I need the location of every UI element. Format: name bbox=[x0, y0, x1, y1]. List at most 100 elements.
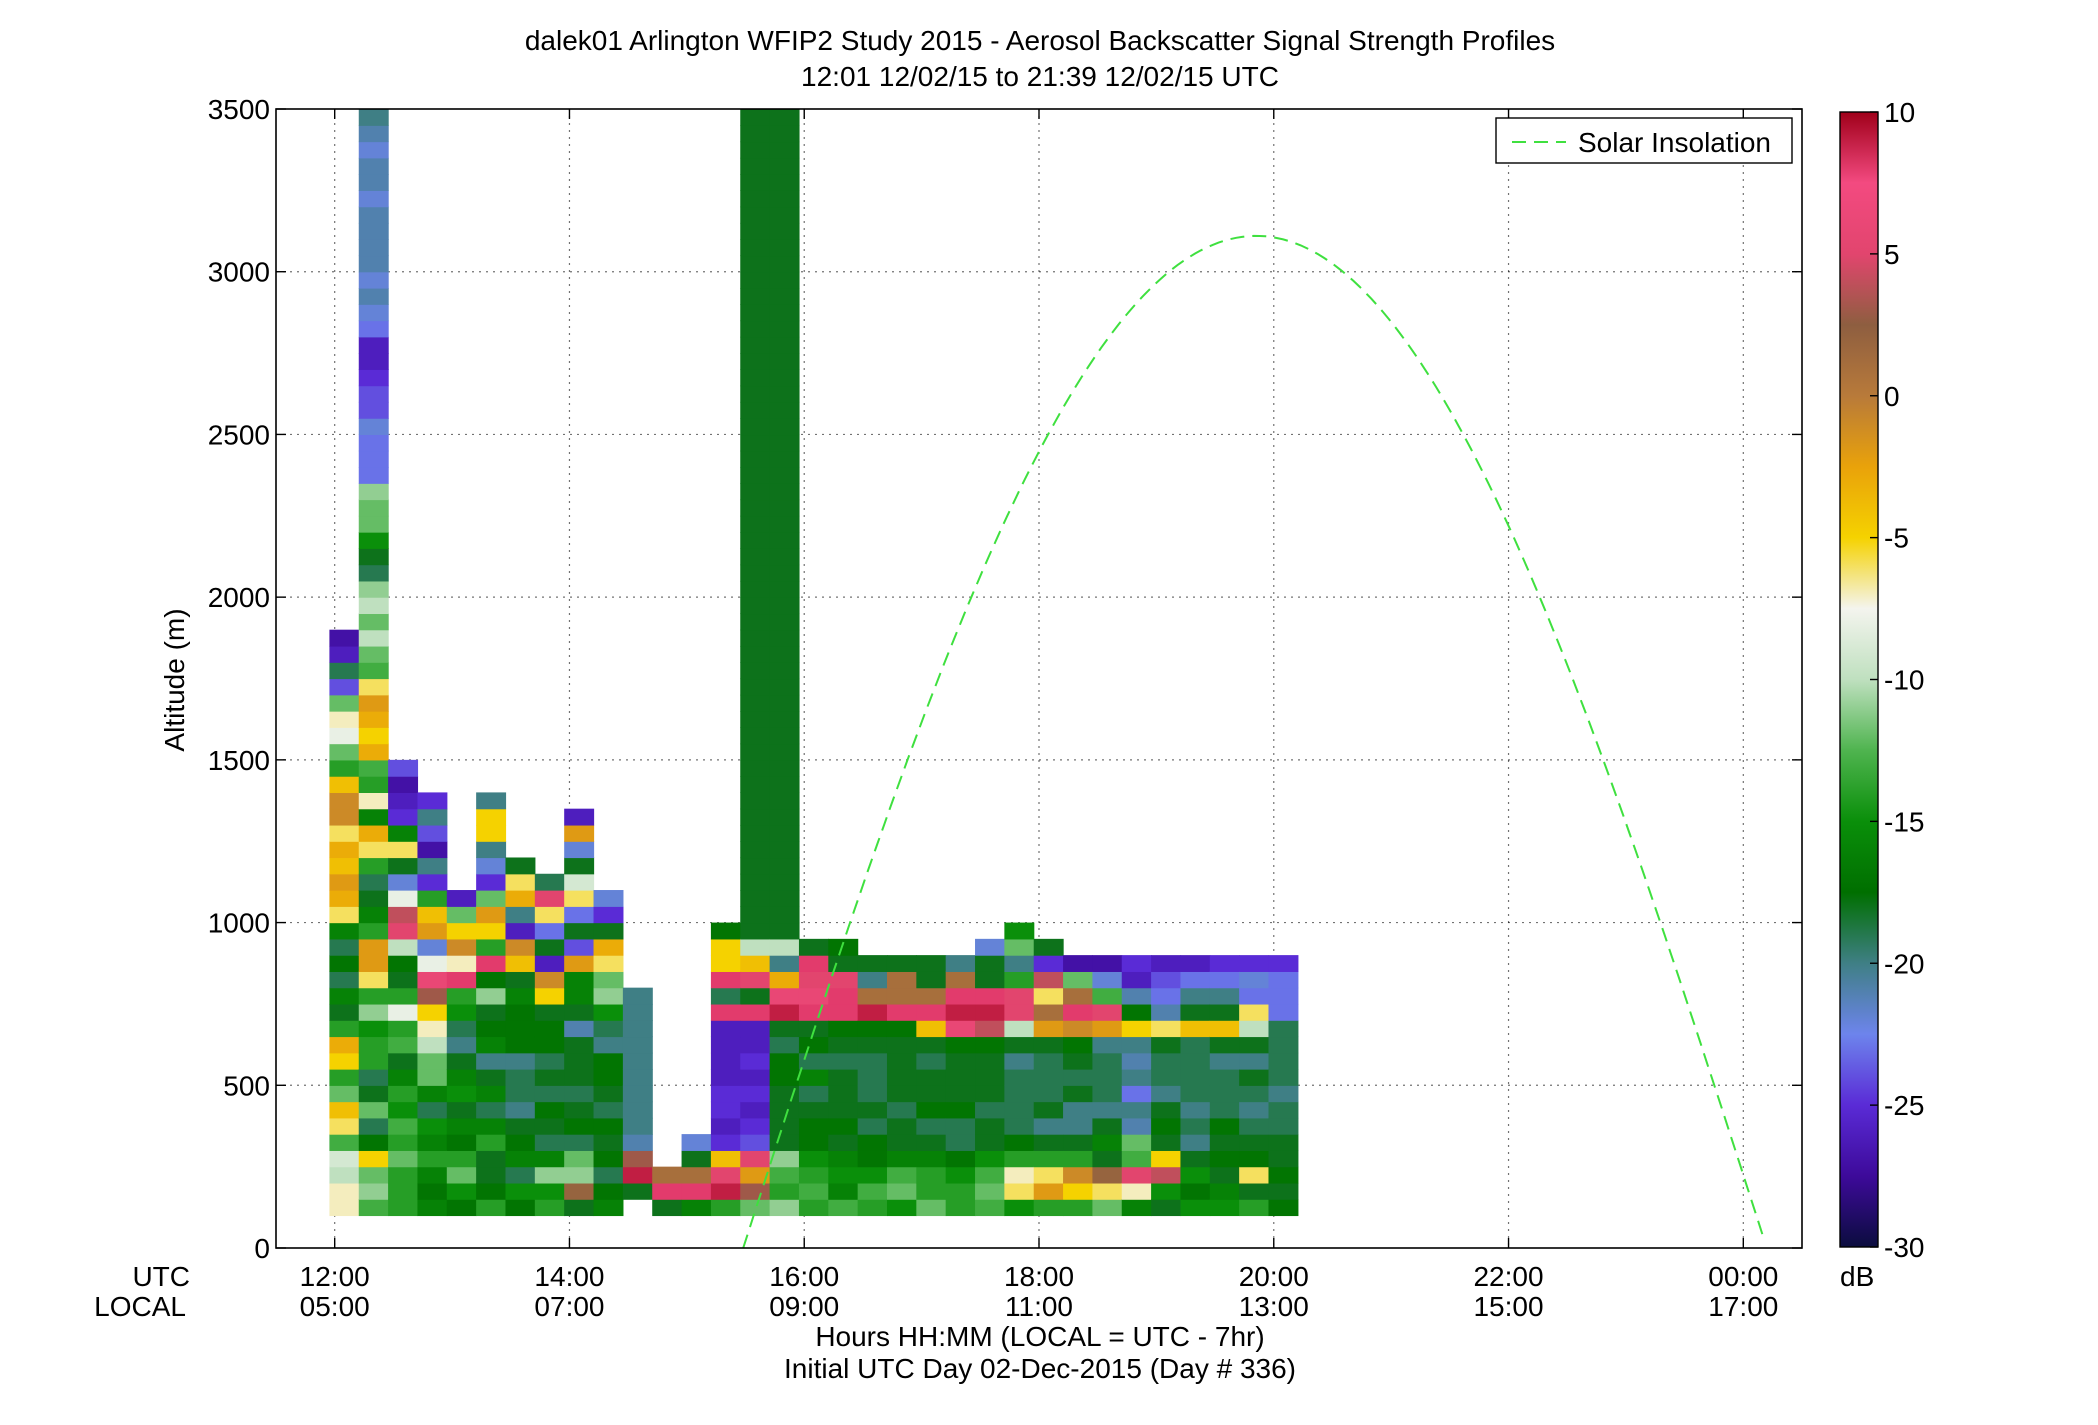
backscatter-cell bbox=[358, 125, 389, 143]
backscatter-cell bbox=[1239, 987, 1270, 1005]
backscatter-cell bbox=[769, 548, 800, 566]
backscatter-cell bbox=[1004, 938, 1035, 956]
backscatter-cell bbox=[886, 1036, 917, 1054]
colorbar-unit-label: dB bbox=[1840, 1261, 1874, 1292]
backscatter-cell bbox=[1180, 1182, 1211, 1200]
backscatter-cell bbox=[593, 955, 624, 972]
backscatter-cell bbox=[593, 1117, 624, 1135]
y-axis-ticks: 3500 3000 2500 2000 1500 1000 500 0 bbox=[208, 94, 1802, 1264]
backscatter-cell bbox=[710, 1052, 741, 1070]
backscatter-cell bbox=[740, 271, 771, 289]
backscatter-cell bbox=[769, 694, 800, 712]
backscatter-cell bbox=[769, 841, 800, 859]
backscatter-cell bbox=[1092, 971, 1123, 989]
backscatter-cell bbox=[417, 938, 448, 956]
backscatter-cell bbox=[1121, 1101, 1152, 1119]
backscatter-cell bbox=[769, 1150, 800, 1168]
backscatter-cell bbox=[388, 873, 419, 891]
backscatter-cell bbox=[769, 271, 800, 289]
backscatter-cell bbox=[1063, 1101, 1094, 1119]
backscatter-cell bbox=[769, 629, 800, 647]
backscatter-cell bbox=[828, 938, 859, 956]
backscatter-cell bbox=[593, 1085, 624, 1103]
backscatter-cell bbox=[1239, 955, 1270, 972]
backscatter-cell bbox=[769, 597, 800, 615]
backscatter-cell bbox=[828, 987, 859, 1005]
backscatter-cell bbox=[975, 1150, 1005, 1168]
backscatter-cell bbox=[388, 955, 419, 972]
backscatter-cell bbox=[476, 1199, 507, 1217]
backscatter-cell bbox=[1209, 1003, 1240, 1021]
backscatter-cell bbox=[769, 369, 800, 387]
backscatter-cell bbox=[1209, 1166, 1240, 1184]
colorbar-tick-label: -25 bbox=[1884, 1090, 1924, 1121]
backscatter-cell bbox=[769, 759, 800, 777]
backscatter-cell bbox=[857, 1101, 888, 1119]
backscatter-cell bbox=[417, 1199, 448, 1217]
backscatter-cell bbox=[505, 938, 536, 956]
backscatter-cell bbox=[358, 385, 389, 403]
backscatter-cell bbox=[1004, 1069, 1035, 1086]
backscatter-cell bbox=[740, 1182, 771, 1200]
backscatter-cell bbox=[476, 857, 507, 875]
backscatter-cell bbox=[446, 955, 477, 972]
backscatter-cell bbox=[388, 1085, 419, 1103]
backscatter-cell bbox=[740, 515, 771, 533]
backscatter-cell bbox=[505, 1085, 536, 1103]
backscatter-cell bbox=[564, 873, 595, 891]
backscatter-cell bbox=[358, 890, 389, 907]
backscatter-cell bbox=[622, 1101, 653, 1119]
backscatter-cell bbox=[681, 1182, 712, 1200]
backscatter-cell bbox=[446, 1134, 477, 1151]
backscatter-cell bbox=[945, 1182, 976, 1200]
backscatter-cell bbox=[886, 1020, 917, 1038]
backscatter-cell bbox=[975, 1182, 1005, 1200]
backscatter-cell bbox=[1121, 1182, 1152, 1200]
backscatter-cell bbox=[1121, 1166, 1152, 1184]
backscatter-cell bbox=[857, 1150, 888, 1168]
colorbar-tick-label: 5 bbox=[1884, 239, 1900, 270]
backscatter-cell bbox=[740, 1052, 771, 1070]
backscatter-cell bbox=[1180, 987, 1211, 1005]
backscatter-cell bbox=[740, 1036, 771, 1054]
backscatter-cell bbox=[1063, 1199, 1094, 1217]
backscatter-cell bbox=[886, 987, 917, 1005]
x-tick-label-utc: 16:00 bbox=[769, 1261, 839, 1292]
x-tick-label-utc: 00:00 bbox=[1708, 1261, 1778, 1292]
backscatter-cell bbox=[388, 987, 419, 1005]
backscatter-cell bbox=[740, 385, 771, 403]
backscatter-cell bbox=[1239, 1150, 1270, 1168]
backscatter-cell bbox=[710, 1036, 741, 1054]
backscatter-cell bbox=[1033, 1101, 1064, 1119]
backscatter-cell bbox=[1239, 1052, 1270, 1070]
backscatter-cell bbox=[1180, 1117, 1211, 1135]
backscatter-cell bbox=[505, 1101, 536, 1119]
backscatter-cell bbox=[358, 711, 389, 728]
backscatter-cell bbox=[769, 987, 800, 1005]
backscatter-cell bbox=[769, 776, 800, 793]
backscatter-cell bbox=[329, 1117, 360, 1135]
backscatter-cell bbox=[916, 1134, 947, 1151]
backscatter-cell bbox=[329, 873, 360, 891]
backscatter-cell bbox=[329, 922, 360, 940]
backscatter-cell bbox=[916, 1182, 947, 1200]
backscatter-cell bbox=[1151, 1117, 1182, 1135]
backscatter-cell bbox=[1004, 1085, 1035, 1103]
backscatter-cell bbox=[828, 1134, 859, 1151]
backscatter-cell bbox=[358, 141, 389, 159]
backscatter-cell bbox=[769, 1052, 800, 1070]
backscatter-cell bbox=[798, 1085, 829, 1103]
backscatter-cell bbox=[358, 1134, 389, 1151]
backscatter-cell bbox=[329, 743, 360, 761]
backscatter-cell bbox=[446, 1117, 477, 1135]
backscatter-cell bbox=[1004, 1182, 1035, 1200]
backscatter-cell bbox=[916, 1166, 947, 1184]
backscatter-cell bbox=[1268, 1150, 1299, 1168]
backscatter-cell bbox=[622, 1036, 653, 1054]
backscatter-cell bbox=[446, 971, 477, 989]
backscatter-cell bbox=[975, 938, 1005, 956]
backscatter-cell bbox=[388, 922, 419, 940]
backscatter-cell bbox=[534, 1199, 565, 1217]
backscatter-cell bbox=[358, 239, 389, 257]
